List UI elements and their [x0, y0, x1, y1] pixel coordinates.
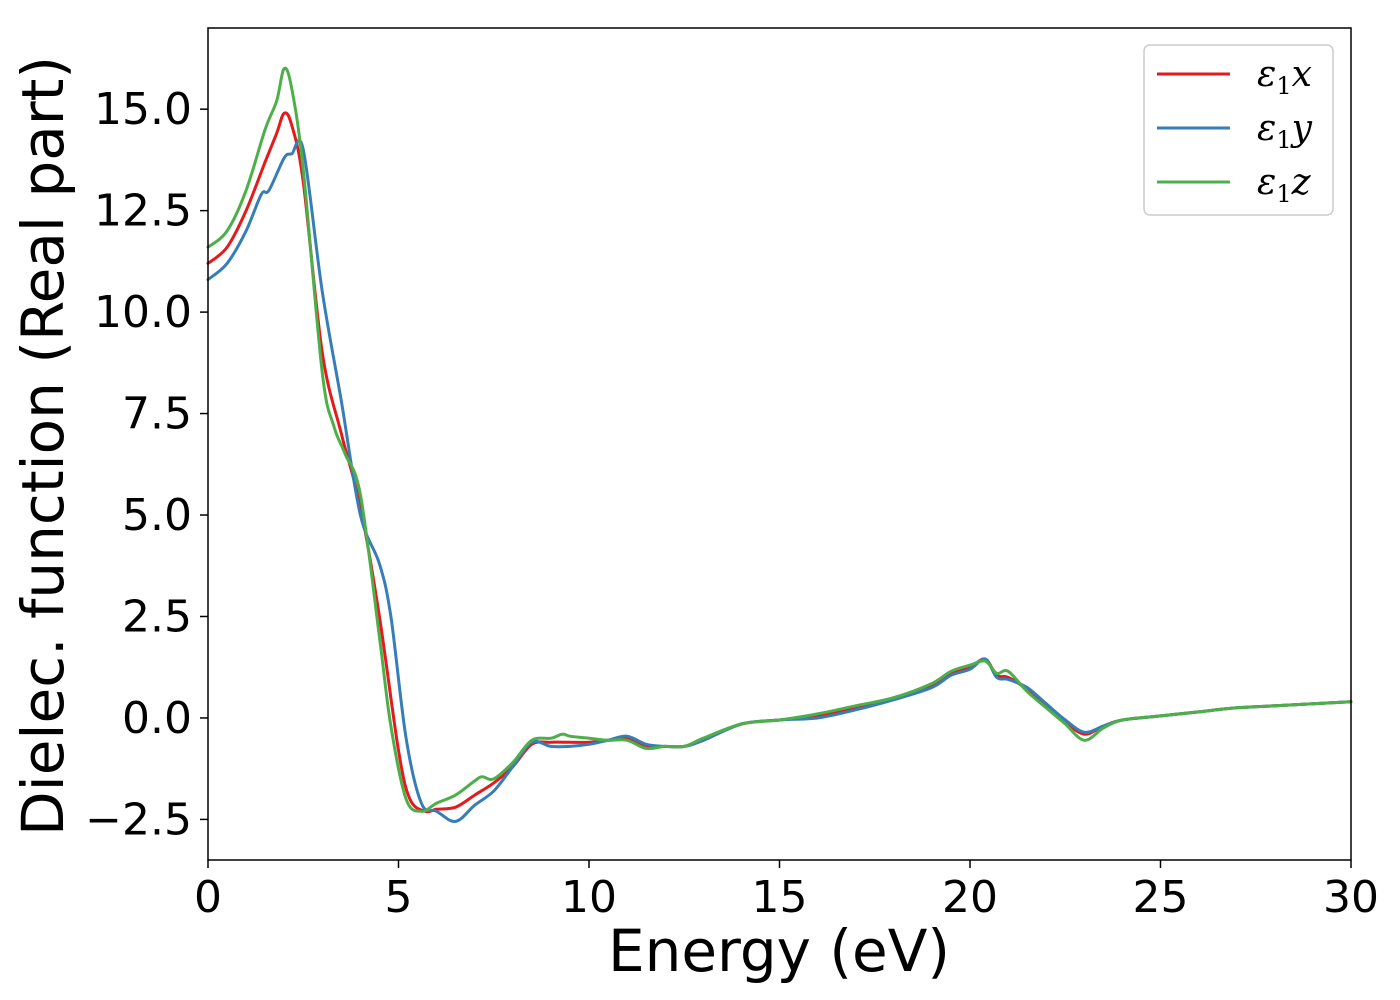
y-tick-label: 10.0 [94, 287, 192, 338]
x-tick-label: 5 [385, 872, 413, 923]
y-axis-title: Dielec. function (Real part) [9, 56, 77, 836]
legend-label-y: ε1y [1257, 108, 1313, 154]
series-line-x [206, 111, 1353, 814]
y-tick-label: −2.5 [85, 794, 192, 845]
x-tick-label: 20 [942, 872, 998, 923]
legend-label-x: ε1x [1257, 54, 1312, 100]
x-tick-label: 15 [752, 872, 808, 923]
x-tick-label: 0 [194, 872, 222, 923]
y-tick-label: 2.5 [122, 591, 192, 642]
y-axis-ticks: −2.5 0.0 2.5 5.0 7.5 10.0 12.5 15.0 [85, 84, 208, 845]
x-tick-label: 30 [1323, 872, 1379, 923]
legend-items: ε1x ε1y ε1z [1157, 54, 1313, 208]
x-axis-title: Energy (eV) [608, 917, 950, 985]
y-tick-label: 0.0 [122, 693, 192, 744]
x-tick-label: 10 [561, 872, 617, 923]
series-line-y [206, 139, 1353, 823]
legend-box [1143, 44, 1334, 216]
y-tick-label: 12.5 [94, 186, 192, 237]
series-line-z [206, 66, 1353, 813]
legend: ε1x ε1y ε1z [1143, 44, 1334, 216]
y-tick-label: 5.0 [122, 490, 192, 541]
y-tick-label: 7.5 [122, 389, 192, 440]
x-axis-ticks: 0 5 10 15 20 25 30 [194, 860, 1379, 923]
legend-label-z: ε1z [1257, 162, 1312, 208]
x-tick-label: 25 [1133, 872, 1189, 923]
series-layer [206, 66, 1353, 823]
y-tick-label: 15.0 [94, 84, 192, 135]
